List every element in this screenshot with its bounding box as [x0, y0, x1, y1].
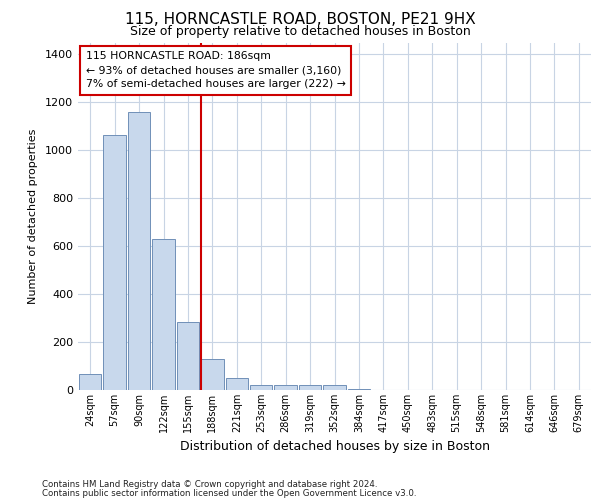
Bar	[347, 389, 370, 390]
Bar	[103, 135, 126, 390]
Bar	[299, 385, 322, 390]
Bar	[274, 385, 297, 390]
Bar	[128, 112, 151, 390]
Bar	[250, 385, 272, 390]
Bar	[226, 378, 248, 390]
Bar	[152, 239, 175, 390]
Bar	[79, 374, 101, 390]
Text: Size of property relative to detached houses in Boston: Size of property relative to detached ho…	[130, 25, 470, 38]
Bar	[323, 385, 346, 390]
Text: Contains public sector information licensed under the Open Government Licence v3: Contains public sector information licen…	[42, 488, 416, 498]
Bar	[201, 359, 224, 390]
Text: 115, HORNCASTLE ROAD, BOSTON, PE21 9HX: 115, HORNCASTLE ROAD, BOSTON, PE21 9HX	[125, 12, 475, 28]
Text: Contains HM Land Registry data © Crown copyright and database right 2024.: Contains HM Land Registry data © Crown c…	[42, 480, 377, 489]
X-axis label: Distribution of detached houses by size in Boston: Distribution of detached houses by size …	[179, 440, 490, 454]
Bar	[176, 322, 199, 390]
Text: 115 HORNCASTLE ROAD: 186sqm
← 93% of detached houses are smaller (3,160)
7% of s: 115 HORNCASTLE ROAD: 186sqm ← 93% of det…	[86, 51, 346, 89]
Y-axis label: Number of detached properties: Number of detached properties	[28, 128, 38, 304]
